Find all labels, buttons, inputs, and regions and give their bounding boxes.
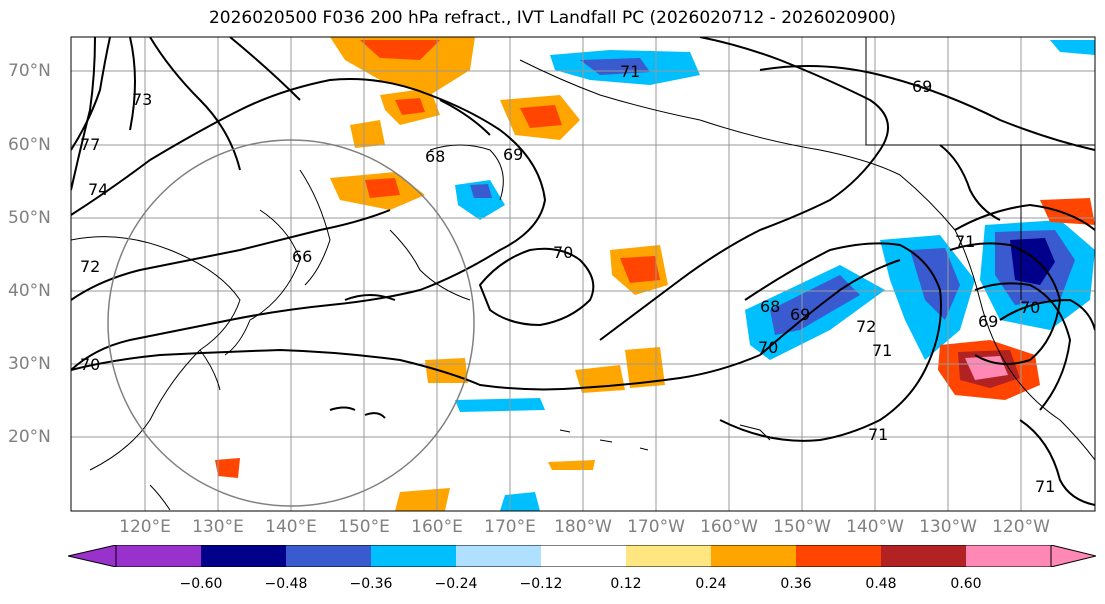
colorbar-segment	[626, 545, 711, 567]
colorbar-tick: −0.36	[349, 576, 393, 592]
lat-label-50n: 50°N	[8, 208, 51, 228]
contour-label: 71	[955, 232, 975, 251]
colorbar-min-extend	[68, 545, 117, 567]
contour-label: 71	[1035, 477, 1055, 496]
coastlines	[71, 37, 1095, 511]
contour-label: 69	[790, 305, 810, 324]
shade-positive	[215, 458, 240, 478]
lon-label-140w: 140°W	[846, 517, 904, 537]
colorbar-max-extend	[1050, 545, 1096, 567]
colorbar-segment	[541, 545, 626, 567]
contour-label: 69	[503, 145, 523, 164]
lon-label-130e: 130°E	[192, 517, 244, 537]
shade-negative	[455, 398, 545, 412]
map-plot-area: 71 69 73 77 74 72 68 69 66 70 68 69 70 7…	[71, 37, 1095, 511]
colorbar	[68, 545, 1096, 567]
shade-positive	[965, 356, 1008, 380]
shade-negative	[470, 184, 492, 198]
lon-label-150w: 150°W	[773, 517, 831, 537]
contour-label: 71	[872, 341, 892, 360]
colorbar-segment	[796, 545, 881, 567]
contour-label: 77	[80, 135, 100, 154]
lat-label-60n: 60°N	[8, 135, 51, 155]
colorbar-segment	[711, 545, 796, 567]
shade-negative	[455, 180, 505, 220]
contour-label: 74	[88, 180, 108, 199]
lon-label-130w: 130°W	[919, 517, 977, 537]
colorbar-tick: −0.48	[264, 576, 308, 592]
lon-label-160e: 160°E	[411, 517, 463, 537]
colorbar-tick: −0.60	[179, 576, 223, 592]
lon-label-120e: 120°E	[119, 517, 171, 537]
contour-label: 68	[425, 147, 445, 166]
lon-label-160w: 160°W	[700, 517, 758, 537]
lat-label-20n: 20°N	[8, 427, 51, 447]
lon-label-170w: 170°W	[627, 517, 685, 537]
colorbar-segment	[116, 545, 201, 567]
lat-label-40n: 40°N	[8, 281, 51, 301]
shade-positive	[395, 98, 425, 115]
lon-label-180w: 180°W	[554, 517, 612, 537]
lon-label-170e: 170°E	[484, 517, 536, 537]
contour-label: 70	[553, 243, 573, 262]
shade-positive	[395, 488, 450, 511]
contour-label-group: 71 69 73 77 74 72 68 69 66 70 68 69 70 7…	[80, 62, 1055, 496]
shade-positive	[625, 347, 665, 388]
colorbar-segment	[371, 545, 456, 567]
contour-label: 69	[912, 77, 932, 96]
shade-positive	[425, 358, 468, 383]
shade-positive	[365, 178, 400, 198]
contour-lines	[71, 37, 1095, 506]
chart-title: 2026020500 F036 200 hPa refract., IVT La…	[208, 8, 896, 28]
lon-label-140e: 140°E	[265, 517, 317, 537]
map-frame-border	[70, 36, 1096, 512]
contour-label: 70	[758, 338, 778, 357]
contour-label: 71	[620, 62, 640, 81]
colorbar-tick: 0.24	[695, 576, 727, 592]
colorbar-tick: 0.48	[865, 576, 897, 592]
colorbar-segment	[966, 545, 1051, 567]
colorbar-segment	[201, 545, 286, 567]
colorbar-segment	[881, 545, 966, 567]
shade-negative	[770, 275, 860, 335]
contour-label: 72	[856, 317, 876, 336]
contour-label: 73	[132, 90, 152, 109]
shade-positive	[330, 37, 475, 95]
colorbar-tick: 0.60	[950, 576, 982, 592]
colorbar-tick: −0.24	[434, 576, 478, 592]
landfall-range-circle	[107, 139, 475, 507]
lat-label-30n: 30°N	[8, 354, 51, 374]
lon-label-150e: 150°E	[338, 517, 390, 537]
lon-label-120w: 120°W	[992, 517, 1050, 537]
shade-positive	[360, 40, 440, 60]
contour-label: 66	[292, 247, 312, 266]
contour-label: 70	[80, 355, 100, 374]
colorbar-tick: 0.36	[780, 576, 812, 592]
lat-label-70n: 70°N	[8, 61, 51, 81]
contour-label: 68	[760, 297, 780, 316]
shade-positive	[350, 120, 385, 148]
shade-positive	[520, 105, 562, 128]
contour-label: 71	[868, 425, 888, 444]
shade-positive	[620, 256, 660, 283]
contour-label: 72	[80, 257, 100, 276]
contour-label: 70	[1020, 298, 1040, 317]
colorbar-border	[115, 545, 1052, 567]
colorbar-segment	[286, 545, 371, 567]
contour-label: 69	[978, 312, 998, 331]
gridlines	[71, 37, 1095, 511]
colorbar-segment	[456, 545, 541, 567]
colorbar-tick: 0.12	[610, 576, 642, 592]
colorbar-tick: −0.12	[519, 576, 563, 592]
shade-negative	[1050, 40, 1095, 55]
